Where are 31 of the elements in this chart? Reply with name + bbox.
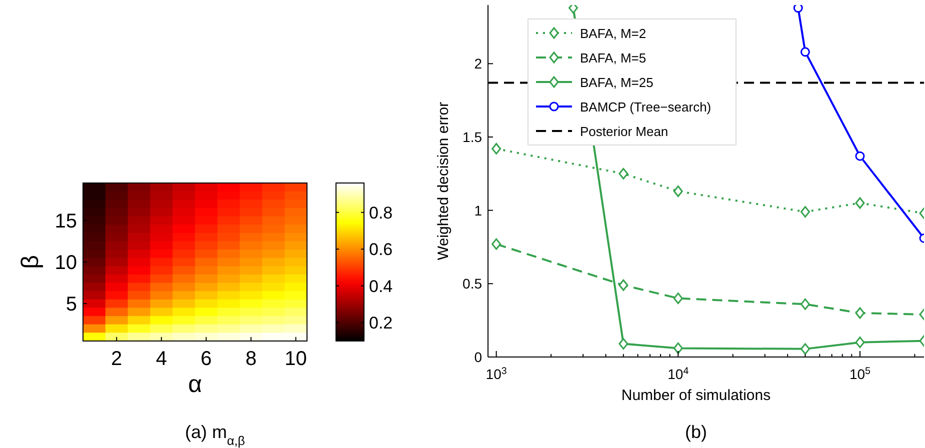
legend-label: BAFA, M=5	[580, 50, 646, 66]
y-tick-label: 1.5	[462, 129, 482, 145]
x-tick-label: 10$^{4}$	[668, 366, 690, 382]
x-tick-label: 6	[200, 348, 212, 370]
color-bar-label: 0.4	[369, 276, 393, 296]
legend-label: BAMCP (Tree−search)	[580, 100, 712, 114]
color-bar-label: 0.2	[369, 314, 393, 333]
y-tick-label: 10	[54, 252, 77, 274]
text: (a) m$_{α,β}$	[184, 422, 246, 448]
x-axis-title: α	[188, 371, 202, 398]
y-axis-title: Weighted decision error	[435, 102, 452, 260]
x-tick-label: 10$^{3}$	[486, 366, 508, 382]
x-tick-label: 2	[111, 348, 122, 370]
legend-label: BAFA, M=25	[580, 75, 654, 90]
color-bar-label: 0.8	[369, 203, 393, 222]
x-tick-label: 10$^{5}$	[849, 366, 872, 382]
y-tick-label: 15	[54, 210, 77, 232]
x-tick-label: 10	[284, 348, 307, 370]
y-tick-label: 0.5	[462, 276, 482, 292]
y-tick-label: 0	[474, 349, 482, 365]
y-tick-label: 1	[474, 202, 482, 218]
color-bar-label: 0.6	[369, 240, 393, 260]
x-tick-label: 4	[156, 348, 167, 370]
y-tick-label: 2	[474, 56, 482, 72]
y-tick-label: 5	[66, 294, 77, 316]
x-tick-label: 8	[245, 348, 257, 370]
y-axis-title: β	[17, 255, 44, 269]
legend-label: BAFA, M=2	[580, 26, 646, 41]
x-axis-title: Number of simulations	[621, 387, 771, 404]
legend-label: Posterior Mean	[580, 124, 668, 139]
text: (b)	[685, 422, 707, 442]
